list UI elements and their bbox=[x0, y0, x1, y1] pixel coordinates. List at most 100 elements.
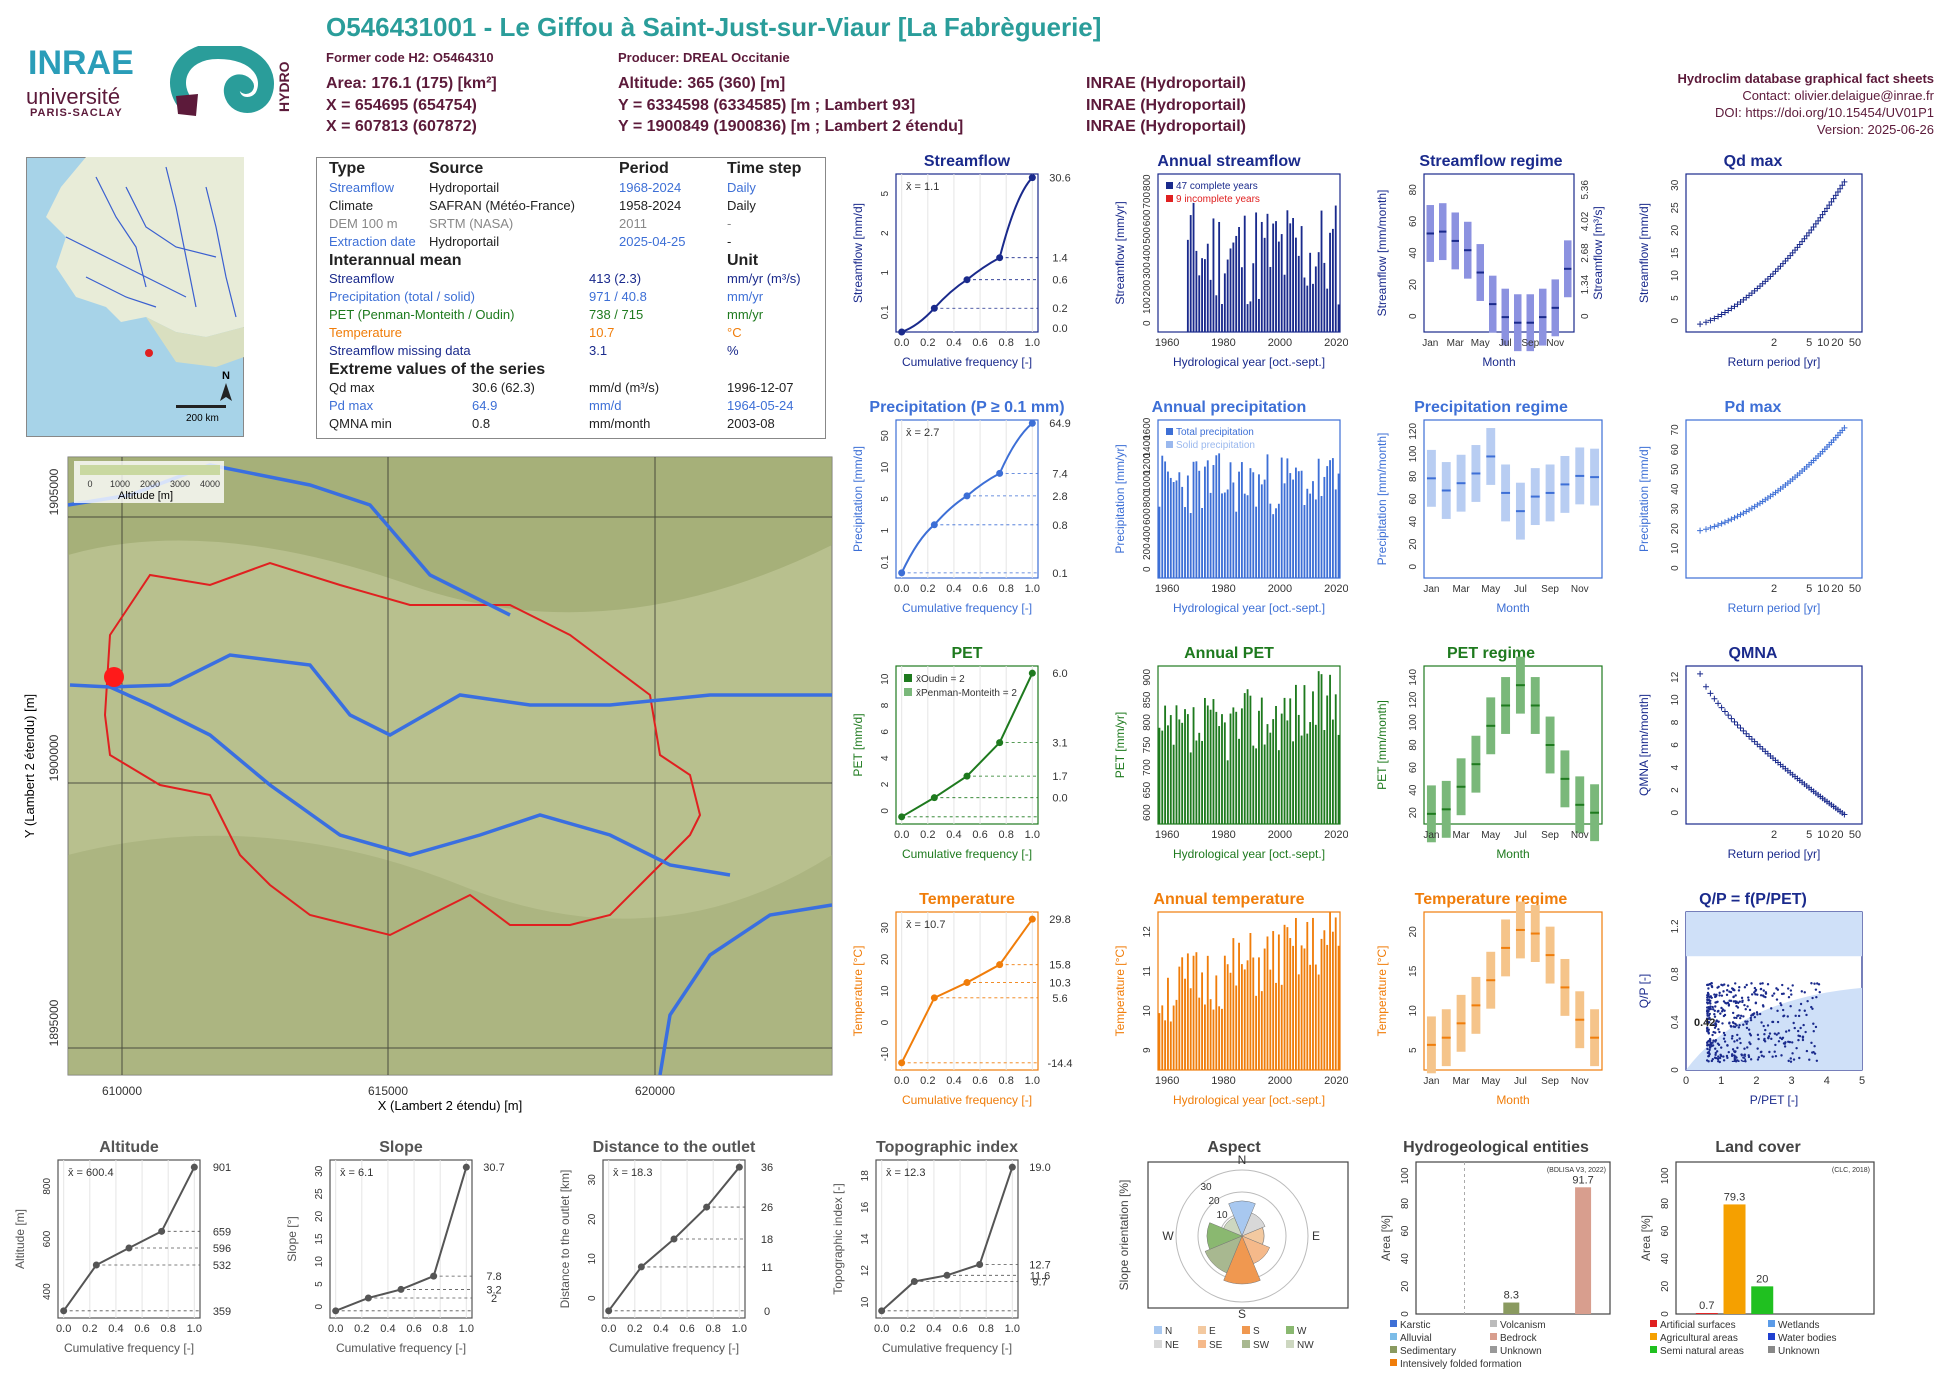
annual-bar bbox=[1158, 727, 1161, 824]
quantile-value-label: 5.6 bbox=[1052, 993, 1067, 1005]
universite-logo: université bbox=[26, 84, 121, 109]
annual-bar bbox=[1164, 461, 1167, 578]
y-tick-label: 20 bbox=[1408, 926, 1419, 938]
quantile-value-label: 359 bbox=[213, 1306, 231, 1318]
annual-bar bbox=[1300, 226, 1303, 332]
info-header-cell: Source bbox=[429, 160, 484, 177]
annual-bar bbox=[1206, 705, 1209, 824]
annual-bar bbox=[1218, 1006, 1221, 1070]
budyko-point bbox=[1734, 1058, 1737, 1061]
annual-bar bbox=[1286, 210, 1289, 332]
budyko-point bbox=[1776, 1009, 1779, 1013]
plot-frame bbox=[1423, 173, 1575, 333]
y-axis-label: Temperature [°C] bbox=[1375, 946, 1389, 1037]
annual-bar bbox=[1167, 977, 1169, 1070]
return-point bbox=[1812, 220, 1819, 227]
y-tick-label: -10 bbox=[880, 1047, 891, 1062]
budyko-point bbox=[1729, 990, 1733, 994]
chart-title: Hydrogeological entities bbox=[1403, 1139, 1589, 1156]
y-tick-label: 20 bbox=[880, 953, 891, 965]
annual-bar bbox=[1309, 964, 1312, 1070]
annual-bar bbox=[1277, 241, 1280, 332]
legend-swatch bbox=[1390, 1359, 1397, 1366]
x-tick-label: 0.8 bbox=[706, 1323, 721, 1335]
x-axis-label: P/PET [-] bbox=[1750, 1093, 1798, 1107]
annual-bar bbox=[1337, 734, 1340, 824]
budyko-point bbox=[1717, 985, 1720, 988]
quantile-point bbox=[1028, 174, 1036, 182]
annual-bar bbox=[1292, 218, 1294, 332]
y-tick-label: 20 bbox=[1400, 1280, 1411, 1292]
budyko-point bbox=[1726, 984, 1730, 987]
annual-bar bbox=[1215, 975, 1218, 1070]
budyko-point bbox=[1775, 1033, 1778, 1036]
x-tick-label: Nov bbox=[1571, 830, 1589, 841]
x-tick-label: Jul bbox=[1514, 584, 1527, 595]
annual-bar bbox=[1329, 674, 1331, 824]
quantile-value-label: 6.0 bbox=[1052, 668, 1067, 680]
annual-pet-chart: Annual PET Hydrological year [oct.-sept.]… bbox=[1113, 645, 1348, 861]
budyko-point bbox=[1709, 1041, 1712, 1044]
annual-bar bbox=[1178, 472, 1181, 578]
y-axis-label: PET [mm/month] bbox=[1375, 700, 1389, 790]
y-tick-label: 10 bbox=[880, 673, 891, 685]
annual-bar bbox=[1300, 945, 1303, 1070]
budyko-point bbox=[1814, 1025, 1818, 1029]
y-tick-label: 200 bbox=[1142, 279, 1153, 296]
budyko-point bbox=[1735, 1024, 1738, 1027]
budyko-point bbox=[1723, 1013, 1727, 1017]
annual-bar bbox=[1246, 689, 1249, 824]
annual-bar bbox=[1297, 974, 1300, 1070]
y-tick-label: 20 bbox=[1408, 279, 1419, 291]
annual-bar bbox=[1326, 944, 1329, 1070]
budyko-point bbox=[1722, 990, 1725, 993]
budyko-point bbox=[1746, 1046, 1749, 1049]
budyko-point bbox=[1744, 1008, 1747, 1011]
budyko-point bbox=[1706, 1002, 1709, 1005]
mean-label: x̄ = 18.3 bbox=[613, 1167, 652, 1179]
annual-bar bbox=[1167, 725, 1169, 824]
y-tick-label: 0.8 bbox=[1670, 967, 1681, 981]
legend-label: Volcanism bbox=[1500, 1320, 1546, 1331]
annual-bar bbox=[1195, 461, 1198, 578]
legend-label: S bbox=[1253, 1326, 1260, 1337]
hydrogeology-chart: Hydrogeological entities Area [%] (BDLISA … bbox=[1379, 1139, 1611, 1370]
annual-bar bbox=[1314, 724, 1317, 824]
budyko-point bbox=[1708, 1048, 1711, 1052]
y-axis-label: Altitude [m] bbox=[13, 1209, 27, 1269]
budyko-point bbox=[1794, 1014, 1797, 1018]
budyko-point bbox=[1728, 1021, 1731, 1024]
return-point bbox=[1721, 708, 1728, 715]
locator-map: 200 km N bbox=[26, 157, 244, 437]
chart-title: PET regime bbox=[1447, 645, 1535, 662]
y-tick-label: 10 bbox=[880, 985, 891, 997]
x-tick-label: 20 bbox=[1831, 829, 1843, 841]
budyko-point bbox=[1713, 1015, 1717, 1018]
budyko-point bbox=[1796, 1029, 1800, 1033]
plot-frame bbox=[1685, 419, 1863, 579]
y-tick-label: 100 bbox=[1142, 297, 1153, 314]
info-mean-cell: 738 / 715 bbox=[589, 307, 644, 322]
budyko-point bbox=[1719, 1054, 1723, 1058]
budyko-point bbox=[1754, 993, 1757, 996]
annual-bar bbox=[1263, 237, 1266, 332]
info-source-cell: Hydroportail bbox=[429, 180, 500, 195]
y-tick-label: 0 bbox=[1670, 565, 1681, 571]
x-tick-label: 2 bbox=[1771, 829, 1777, 841]
return-point bbox=[1711, 315, 1718, 322]
annual-bar bbox=[1169, 1021, 1172, 1070]
budyko-point bbox=[1753, 1015, 1757, 1019]
quantile-value-label: 15.8 bbox=[1049, 960, 1070, 972]
budyko-point bbox=[1733, 1016, 1736, 1020]
info-section-title: Unit bbox=[727, 252, 759, 269]
x-tick-label: 0.4 bbox=[108, 1323, 123, 1335]
info-mean-cell: PET (Penman-Monteith / Oudin) bbox=[329, 307, 515, 322]
budyko-point bbox=[1759, 994, 1763, 997]
legend-label: NW bbox=[1297, 1340, 1314, 1351]
annual-bar bbox=[1192, 955, 1195, 1070]
quantile-point bbox=[930, 304, 938, 312]
budyko-point bbox=[1798, 1009, 1801, 1012]
annual-bar bbox=[1226, 760, 1229, 824]
legend-label: Unknown bbox=[1500, 1346, 1542, 1357]
